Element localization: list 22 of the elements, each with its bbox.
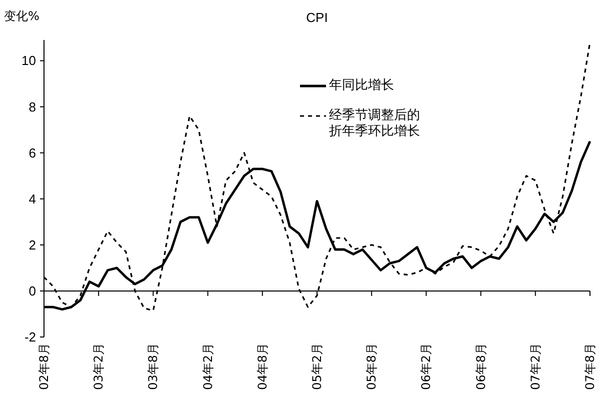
chart-title: CPI — [306, 10, 328, 25]
x-tick-label: 06年8月 — [474, 343, 488, 390]
x-tick-label: 06年2月 — [419, 343, 434, 390]
x-tick-label: 05年2月 — [310, 343, 324, 390]
y-tick-label: 8 — [28, 99, 36, 114]
y-tick-label: 6 — [28, 145, 36, 160]
y-tick-label: 10 — [22, 53, 36, 68]
x-tick-label: 04年2月 — [200, 343, 215, 390]
x-tick-label: 07年2月 — [528, 343, 542, 390]
legend-label: 年同比增长 — [329, 78, 395, 94]
y-tick-label: 0 — [28, 283, 36, 298]
y-axis-title: 变化% — [4, 8, 40, 25]
x-tick-label: 03年2月 — [92, 343, 106, 390]
x-tick-label: 02年8月 — [37, 343, 51, 390]
y-tick-label: 4 — [28, 191, 36, 206]
x-tick-label: 03年8月 — [146, 343, 160, 390]
y-tick-label: 2 — [28, 237, 36, 252]
x-tick-label: 04年8月 — [255, 343, 270, 390]
x-tick-label: 05年8月 — [364, 343, 379, 390]
x-tick-label: 07年8月 — [583, 343, 597, 390]
legend-label: 经季节调整后的折年季环比增长 — [329, 108, 421, 140]
y-tick-label: -2 — [24, 330, 36, 344]
